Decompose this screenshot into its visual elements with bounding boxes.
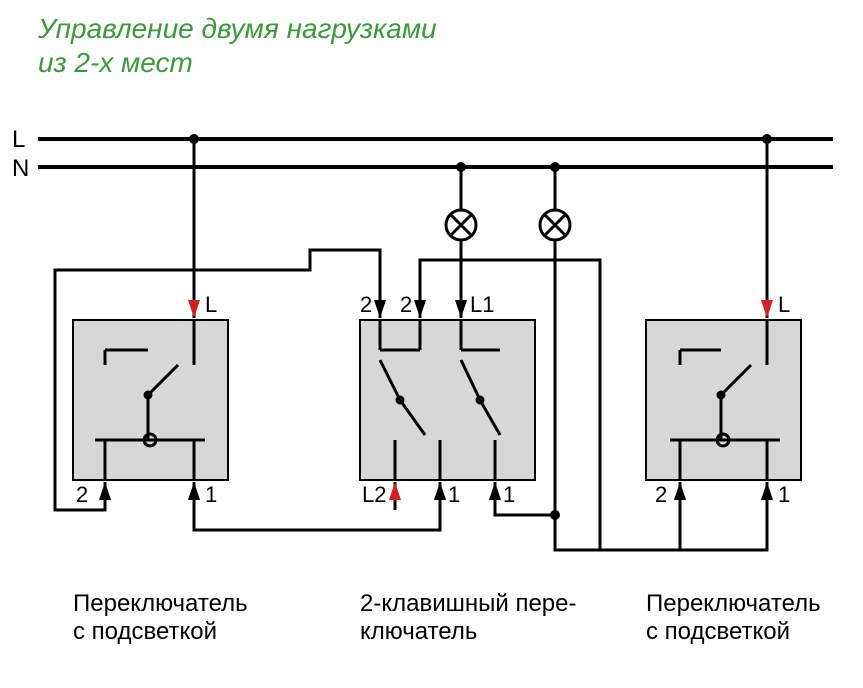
lamp-2 (540, 210, 570, 240)
switch-box-middle (360, 320, 535, 480)
caption-left: Переключатель с подсветкой (73, 590, 248, 646)
svg-text:1: 1 (448, 482, 460, 507)
wire-left1-to-mid1: 1 1 (188, 482, 460, 530)
title-line1: Управление двумя нагрузками (38, 13, 437, 44)
caption-middle: 2-клавишный пере- ключатель (360, 590, 576, 646)
wire-lamp1-to-mid-L1: L1 (455, 240, 494, 318)
svg-text:1: 1 (778, 482, 790, 507)
switch-box-right (646, 320, 801, 480)
svg-text:2: 2 (360, 292, 372, 317)
svg-text:2: 2 (76, 482, 88, 507)
mid-L2-terminal: L2 (362, 482, 401, 510)
svg-text:1: 1 (205, 482, 217, 507)
bus-label-N: N (12, 155, 29, 182)
svg-text:2: 2 (400, 292, 412, 317)
caption-right: Переключатель с подсветкой (646, 590, 821, 646)
lamp-1 (446, 210, 476, 240)
svg-text:L: L (205, 292, 217, 317)
svg-text:2: 2 (655, 482, 667, 507)
svg-text:L1: L1 (470, 292, 494, 317)
page-title: Управление двумя нагрузками из 2-х мест (38, 12, 437, 80)
svg-text:L2: L2 (362, 482, 386, 507)
bus-label-L: L (12, 126, 25, 153)
switch-box-left (73, 320, 228, 480)
wire-lamp2-to-mid-right-1: 1 (489, 482, 560, 520)
wiring-diagram: L N L (0, 0, 863, 683)
title-line2: из 2-х мест (38, 47, 193, 78)
svg-text:1: 1 (503, 482, 515, 507)
svg-text:L: L (778, 292, 790, 317)
